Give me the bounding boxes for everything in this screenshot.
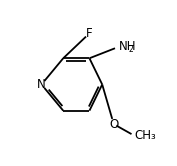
Text: O: O	[109, 118, 118, 131]
Text: 2: 2	[129, 45, 133, 54]
Text: NH: NH	[119, 40, 136, 53]
Text: F: F	[86, 27, 93, 40]
Text: CH₃: CH₃	[134, 129, 156, 142]
Text: N: N	[37, 78, 46, 91]
